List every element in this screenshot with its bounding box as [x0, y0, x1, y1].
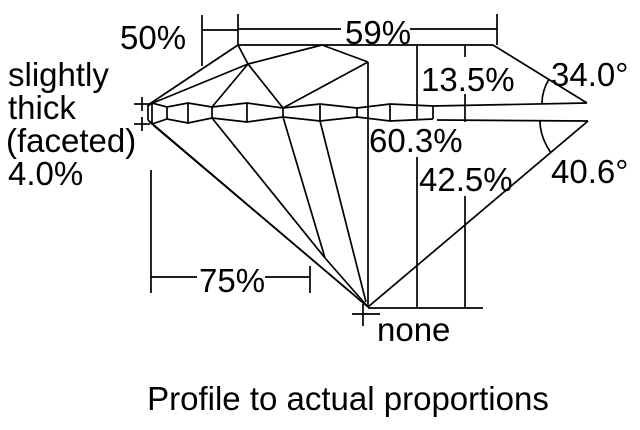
label-crown-height: 13.5%	[421, 61, 515, 98]
crown-facets	[147, 44, 369, 307]
label-pavilion-angle: 40.6°	[551, 153, 628, 190]
label-total-depth: 60.3%	[369, 122, 463, 159]
label-star-facets: 50%	[120, 19, 186, 56]
girdle-note-line-1: slightly	[8, 56, 109, 93]
dimension-lower-girdle	[150, 170, 311, 293]
dimension-star-facets	[201, 14, 239, 66]
crown-outline	[147, 44, 588, 106]
girdle-note-line-3: (faceted)	[6, 122, 136, 159]
dimension-table	[238, 14, 498, 45]
culet-cross-mark	[352, 304, 380, 326]
label-crown-angle: 34.0°	[551, 56, 628, 93]
label-culet: none	[377, 311, 450, 348]
crown-angle-arc	[541, 78, 550, 104]
pavilion-angle-arc	[539, 120, 552, 154]
girdle-thickness-marks	[134, 97, 150, 131]
figure-caption: Profile to actual proportions	[147, 380, 549, 417]
label-table-size: 59%	[345, 14, 411, 51]
girdle-note-line-2: thick	[8, 89, 76, 126]
label-pavilion-depth: 42.5%	[419, 161, 513, 198]
girdle-note-line-4: 4.0%	[8, 155, 83, 192]
label-lower-girdle: 75%	[199, 262, 265, 299]
label-girdle-note: slightly thick (faceted) 4.0%	[6, 56, 136, 192]
